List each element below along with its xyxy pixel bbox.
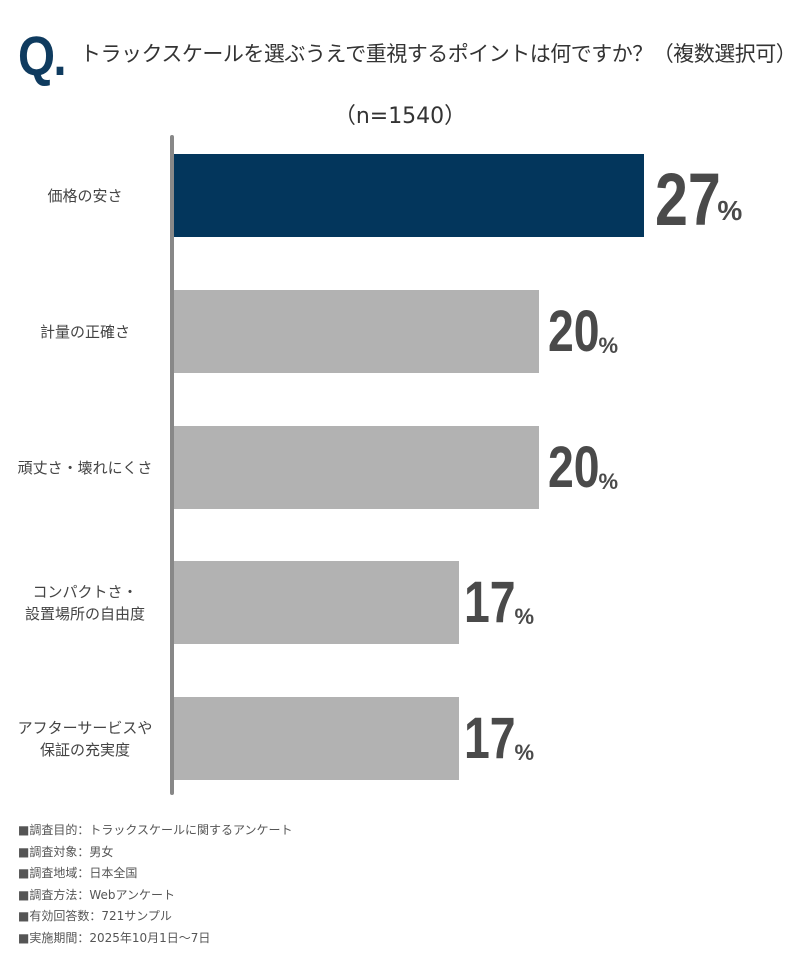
- q-letter: Q: [18, 24, 55, 87]
- bar-highlight: [174, 154, 644, 237]
- survey-responses: ■有効回答数：721サンプル: [18, 909, 172, 923]
- value-label: 17%: [464, 561, 534, 644]
- category-label: 価格の安さ: [47, 186, 123, 205]
- bar: [174, 697, 459, 780]
- survey-purpose: ■調査目的：トラックスケールに関するアンケート: [18, 823, 293, 837]
- value-label: 20%: [548, 426, 618, 509]
- survey-target: ■調査対象：男女: [18, 844, 114, 859]
- value-label: 27%: [655, 154, 742, 237]
- bar-row: 計量の正確さ 20%: [0, 290, 800, 373]
- value-label: 20%: [548, 290, 618, 373]
- category-label: アフターサービスや 保証の充実度: [17, 718, 153, 759]
- value-label: 17%: [464, 697, 534, 780]
- percent-sign: %: [598, 333, 619, 358]
- bar: [174, 561, 459, 644]
- value-number: 17: [464, 706, 516, 771]
- sample-size: （n=1540）: [333, 104, 467, 129]
- survey-period: ■実施期間：2025年10月1日〜7日: [18, 930, 211, 945]
- survey-region: ■調査地域：日本全国: [18, 866, 138, 880]
- percent-sign: %: [598, 469, 619, 494]
- q-dot: .: [53, 24, 66, 87]
- percent-sign: %: [717, 195, 743, 226]
- question-mark-logo: Q.: [18, 24, 67, 87]
- value-number: 20: [548, 299, 600, 364]
- percent-sign: %: [514, 740, 535, 765]
- bar-row: 価格の安さ 27%: [0, 154, 800, 237]
- bar: [174, 290, 539, 373]
- percent-sign: %: [514, 604, 535, 629]
- bar-row: アフターサービスや 保証の充実度 17%: [0, 697, 800, 780]
- category-label: 頑丈さ・壊れにくさ: [17, 458, 153, 477]
- value-number: 17: [464, 570, 516, 635]
- survey-notes: ■調査目的：トラックスケールに関するアンケート ■調査対象：男女 ■調査地域：日…: [18, 820, 293, 949]
- bar: [174, 426, 539, 509]
- bar-row: 頑丈さ・壊れにくさ 20%: [0, 426, 800, 509]
- value-number: 20: [548, 435, 600, 500]
- value-number: 27: [655, 158, 721, 241]
- category-label: 計量の正確さ: [39, 322, 130, 341]
- bar-row: コンパクトさ・ 設置場所の自由度 17%: [0, 561, 800, 644]
- category-label: コンパクトさ・ 設置場所の自由度: [24, 582, 145, 623]
- chart-title: トラックスケールを選ぶうえで重視するポイントは何ですか？（複数選択可）: [80, 42, 797, 66]
- y-axis-line: [170, 135, 174, 795]
- survey-method: ■調査方法：Webアンケート: [18, 887, 176, 902]
